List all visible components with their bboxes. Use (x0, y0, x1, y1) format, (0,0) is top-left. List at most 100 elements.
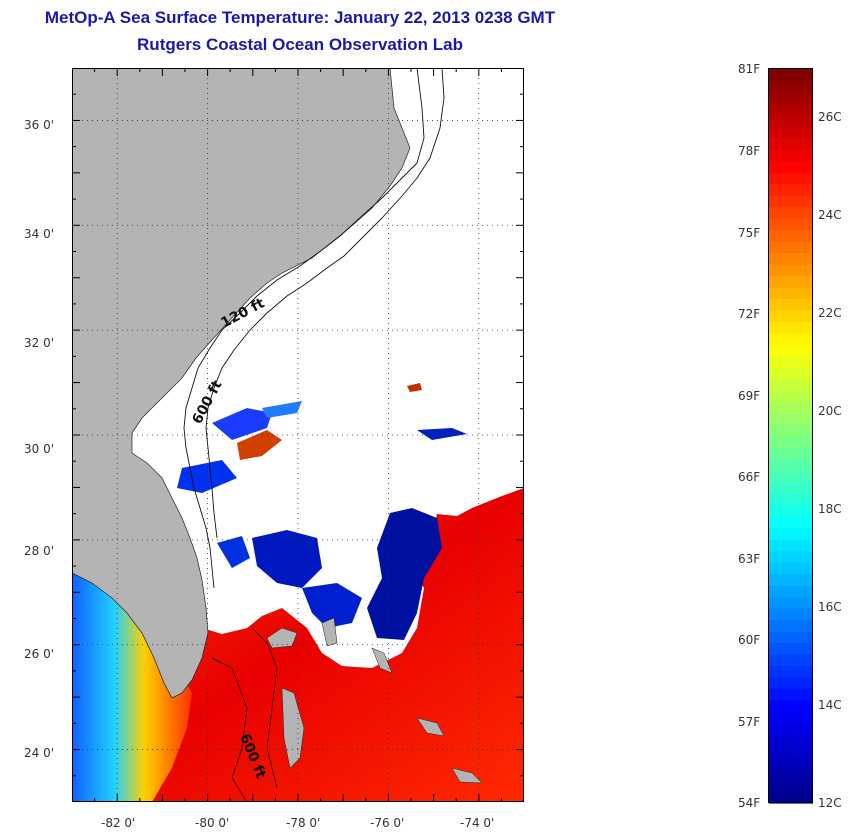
colorbar-segment (769, 321, 813, 334)
colorbar-segment (769, 378, 813, 391)
colorbar-segment (769, 630, 813, 644)
colorbar-segment (769, 619, 813, 632)
colorbar-segment (769, 470, 813, 483)
colorbar-segment (769, 481, 813, 494)
lon-label: -80 0' (195, 816, 230, 830)
colorbar-segment (769, 275, 813, 288)
lat-label: 24 0' (24, 746, 55, 760)
colorbar-segment (769, 424, 813, 437)
gulf-sst-band (72, 573, 192, 802)
sst-patch (177, 460, 237, 493)
contour-deep (251, 627, 278, 789)
colorbar-segment (769, 241, 813, 254)
lat-label: 34 0' (24, 227, 55, 241)
colorbar-segment (769, 103, 813, 116)
colorbar-segment (769, 367, 813, 380)
colorbar-segment (769, 263, 813, 277)
lat-label: 32 0' (24, 336, 55, 350)
colorbar-segment (769, 596, 813, 609)
cold-water-patch (252, 530, 322, 588)
cold-water-patch (302, 583, 362, 628)
colorbar-segment (769, 149, 813, 162)
contour-deep (211, 657, 248, 802)
lat-label: 26 0' (24, 647, 55, 661)
sst-patch (237, 430, 282, 460)
island (321, 617, 338, 647)
map-subtitle: Rutgers Coastal Ocean Observation Lab (137, 35, 463, 54)
colorbar-segment (769, 229, 813, 242)
land-mass-us (72, 68, 411, 699)
cold-water-patch (367, 508, 442, 640)
lat-label: 28 0' (24, 544, 55, 558)
colorbar-segment (769, 688, 813, 701)
island (281, 687, 305, 769)
colorbar-segment (769, 791, 813, 804)
colorbar-segment (769, 608, 813, 621)
colorbar-segment (769, 562, 813, 575)
colorbar-c-label: 24C (818, 208, 842, 222)
colorbar-segment (769, 160, 813, 173)
colorbar-segment (769, 401, 813, 414)
colorbar-f-label: 57F (738, 715, 761, 729)
colorbar-segment (769, 436, 813, 449)
colorbar-f-label: 81F (738, 62, 761, 76)
colorbar-segment (769, 298, 813, 311)
colorbar-segment (769, 309, 813, 322)
colorbar-f-label: 72F (738, 307, 761, 321)
colorbar-c-label: 22C (818, 306, 842, 320)
colorbar-segment (769, 447, 813, 460)
colorbar-segment (769, 734, 813, 747)
colorbar-segment (769, 195, 813, 208)
colorbar-segment (769, 745, 813, 758)
colorbar-c-label: 12C (818, 796, 842, 810)
colorbar-f-label: 69F (738, 389, 761, 403)
sst-patch (407, 383, 422, 392)
map-ticks (72, 68, 524, 802)
colorbar-segment (769, 722, 813, 735)
lat-label: 30 0' (24, 442, 55, 456)
colorbar-c-label: 26C (818, 110, 842, 124)
colorbar-segment (769, 413, 813, 426)
colorbar-segment (769, 653, 813, 666)
colorbar-f-label: 75F (738, 226, 761, 240)
island (371, 647, 393, 674)
colorbar (768, 68, 813, 804)
lat-label: 36 0' (24, 118, 55, 132)
colorbar-segment (769, 126, 813, 139)
colorbar-segment (769, 642, 813, 655)
sst-map: 120 ft 600 ft 600 ft (72, 68, 524, 802)
colorbar-segment (769, 585, 813, 598)
colorbar-segment (769, 332, 813, 345)
colorbar-segment (769, 665, 813, 678)
colorbar-f-label: 60F (738, 633, 761, 647)
colorbar-segment (769, 206, 813, 219)
colorbar-segment (769, 286, 813, 299)
colorbar-segment (769, 80, 813, 93)
colorbar-segment (769, 493, 813, 506)
lon-label: -82 0' (101, 816, 136, 830)
map-title: MetOp-A Sea Surface Temperature: January… (44, 8, 556, 27)
lon-label: -74 0' (460, 816, 495, 830)
colorbar-segment (769, 539, 813, 552)
colorbar-segment (769, 676, 813, 689)
colorbar-segment (769, 768, 813, 781)
island (451, 767, 483, 784)
colorbar-c-label: 18C (818, 502, 842, 516)
colorbar-segment (769, 504, 813, 517)
colorbar-f-label: 54F (738, 796, 761, 810)
island (266, 627, 298, 649)
lon-label: -78 0' (286, 816, 321, 830)
cold-water-patch (217, 536, 250, 568)
colorbar-f-label: 78F (738, 144, 761, 158)
colorbar-c-label: 14C (818, 698, 842, 712)
colorbar-f-label: 66F (738, 470, 761, 484)
colorbar-segment (769, 780, 813, 793)
colorbar-segment (769, 69, 813, 82)
colorbar-segment (769, 252, 813, 265)
colorbar-segment (769, 757, 813, 770)
colorbar-segment (769, 355, 813, 368)
colorbar-segment (769, 114, 813, 127)
contour-600ft (205, 68, 445, 539)
lon-label: -76 0' (370, 816, 405, 830)
sst-patch (417, 428, 467, 440)
